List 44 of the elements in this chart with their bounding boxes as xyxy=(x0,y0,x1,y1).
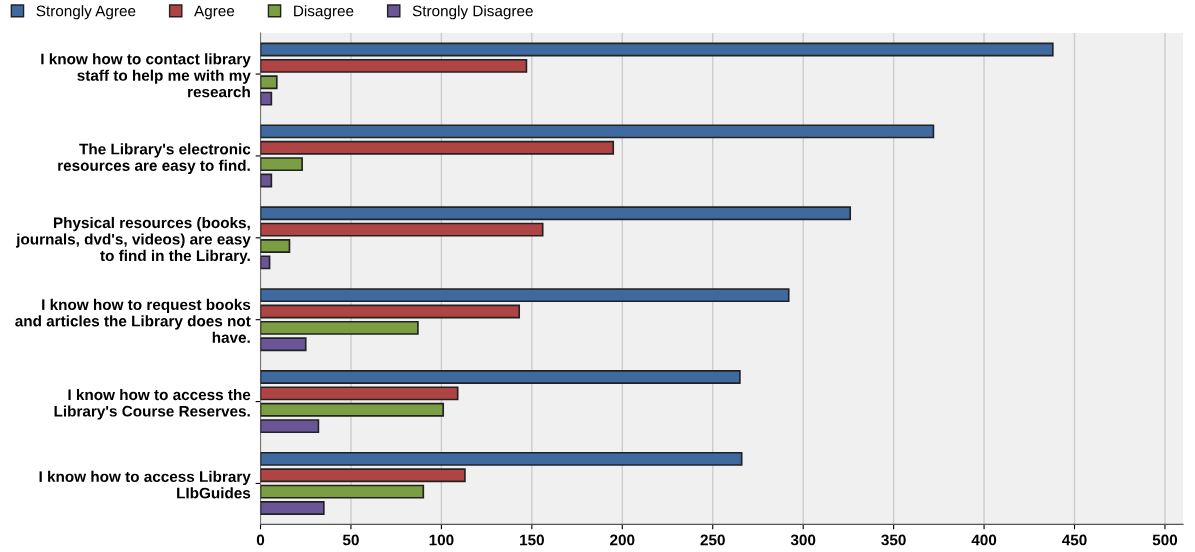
x-tick-label: 250 xyxy=(700,534,725,546)
bar xyxy=(260,42,1054,57)
legend-label: Strongly Agree xyxy=(36,5,136,20)
y-tick-label: I know how to access the Library's Course Reserves. xyxy=(54,388,251,420)
bar xyxy=(260,58,528,73)
bar xyxy=(260,484,425,499)
x-tick-label: 0 xyxy=(256,534,265,546)
x-tick-label: 200 xyxy=(610,534,635,546)
bar xyxy=(260,222,544,237)
y-tick-label: Physical resources (books, journals, dvd's, videos) are easy to find in the Library. xyxy=(15,216,251,265)
x-tick-label: 150 xyxy=(520,534,544,546)
bar xyxy=(260,468,466,483)
x-tick-label: 450 xyxy=(1062,534,1087,546)
y-tick-label: I know how to request books and articles the Library does not have. xyxy=(15,298,251,343)
bar xyxy=(260,239,291,253)
bar xyxy=(260,75,278,90)
y-tick-label: I know how to contact library staff to help me with my research xyxy=(41,53,251,98)
bar xyxy=(260,402,445,417)
bar xyxy=(260,419,320,434)
bar xyxy=(260,206,852,221)
y-tick-label: I know how to access Library LIbGuides xyxy=(39,470,251,499)
legend-label: Agree xyxy=(194,5,235,20)
x-tick-label: 50 xyxy=(342,534,359,546)
x-tick-label: 300 xyxy=(790,534,816,546)
bar xyxy=(260,140,615,155)
bar xyxy=(260,337,307,352)
bar xyxy=(260,451,743,466)
legend-label: Strongly Disagree xyxy=(412,5,533,20)
bar xyxy=(260,255,271,270)
bar xyxy=(260,157,303,172)
bar xyxy=(260,304,521,319)
x-tick-label: 350 xyxy=(881,534,906,546)
bar xyxy=(260,501,325,515)
bar xyxy=(260,124,935,139)
bar xyxy=(260,288,790,303)
y-tick-label: The Library's electronic resources are easy to find. xyxy=(58,143,251,174)
bar xyxy=(260,91,273,106)
bar xyxy=(260,370,741,384)
x-tick-label: 500 xyxy=(1152,534,1178,546)
x-tick-label: 400 xyxy=(971,534,997,546)
bar xyxy=(260,320,419,335)
x-tick-label: 100 xyxy=(429,534,454,546)
legend-label: Disagree xyxy=(294,5,354,20)
bar xyxy=(260,386,459,401)
